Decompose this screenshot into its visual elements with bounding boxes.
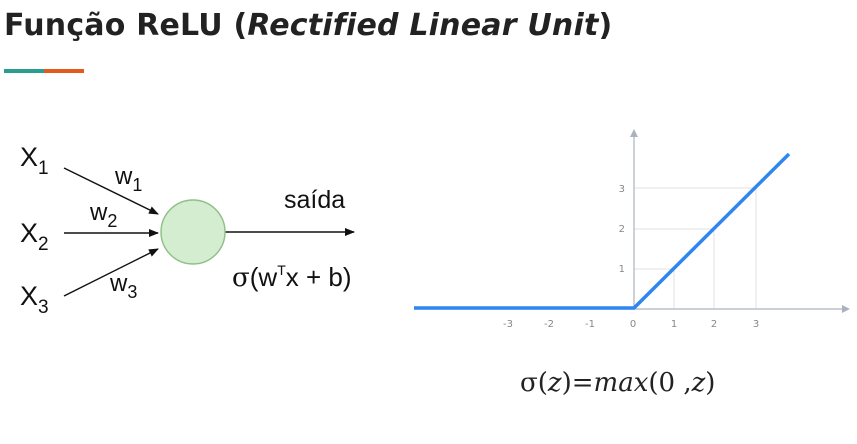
x-tick-label: -2: [544, 319, 554, 330]
y-axis-arrowhead: [630, 129, 638, 137]
x-tick-label: 3: [753, 319, 759, 330]
accent-orange: [44, 69, 84, 73]
title-main: Função ReLU (: [4, 8, 248, 43]
accent-teal: [4, 69, 44, 73]
title-italic: Rectified Linear Unit: [247, 8, 599, 43]
x-axis-arrowhead: [842, 305, 850, 313]
neuron-diagram: X1 X2 X3 w1 w2 w3 saída σ(wTx + b): [20, 142, 355, 318]
neuron-node: [160, 199, 226, 265]
input-label-2: X2: [20, 218, 49, 255]
weight-label-1: w1: [114, 163, 142, 195]
activation-expression: σ(wTx + b): [232, 262, 352, 293]
x-tick-label: 1: [671, 319, 677, 330]
weight-label-2: w2: [89, 199, 117, 231]
y-tick-label: 3: [619, 184, 625, 195]
page-title: Função ReLU (Rectified Linear Unit): [4, 8, 612, 43]
relu-formula: σ(z)=max(0 ,z): [520, 368, 716, 398]
x-tick-label: 0: [630, 319, 636, 330]
x-tick-label: -3: [503, 319, 513, 330]
y-tick-label: 2: [619, 224, 625, 235]
input-label-3: X3: [20, 281, 49, 318]
x-tick-label: 2: [711, 319, 717, 330]
x-tick-label: -1: [585, 319, 595, 330]
output-label: saída: [284, 186, 345, 214]
relu-plot: -3 -2 -1 0 1 2 3 1 2 3: [414, 129, 850, 330]
plot-grid: [634, 187, 757, 308]
relu-line: [414, 152, 791, 310]
input-arrow-1: [63, 167, 159, 215]
y-tick-label: 1: [619, 264, 625, 275]
title-accent-bar: [4, 69, 84, 73]
input-label-1: X1: [20, 142, 49, 179]
title-end: ): [598, 8, 613, 43]
weight-label-3: w3: [109, 270, 137, 302]
input-arrow-3: [63, 248, 159, 297]
